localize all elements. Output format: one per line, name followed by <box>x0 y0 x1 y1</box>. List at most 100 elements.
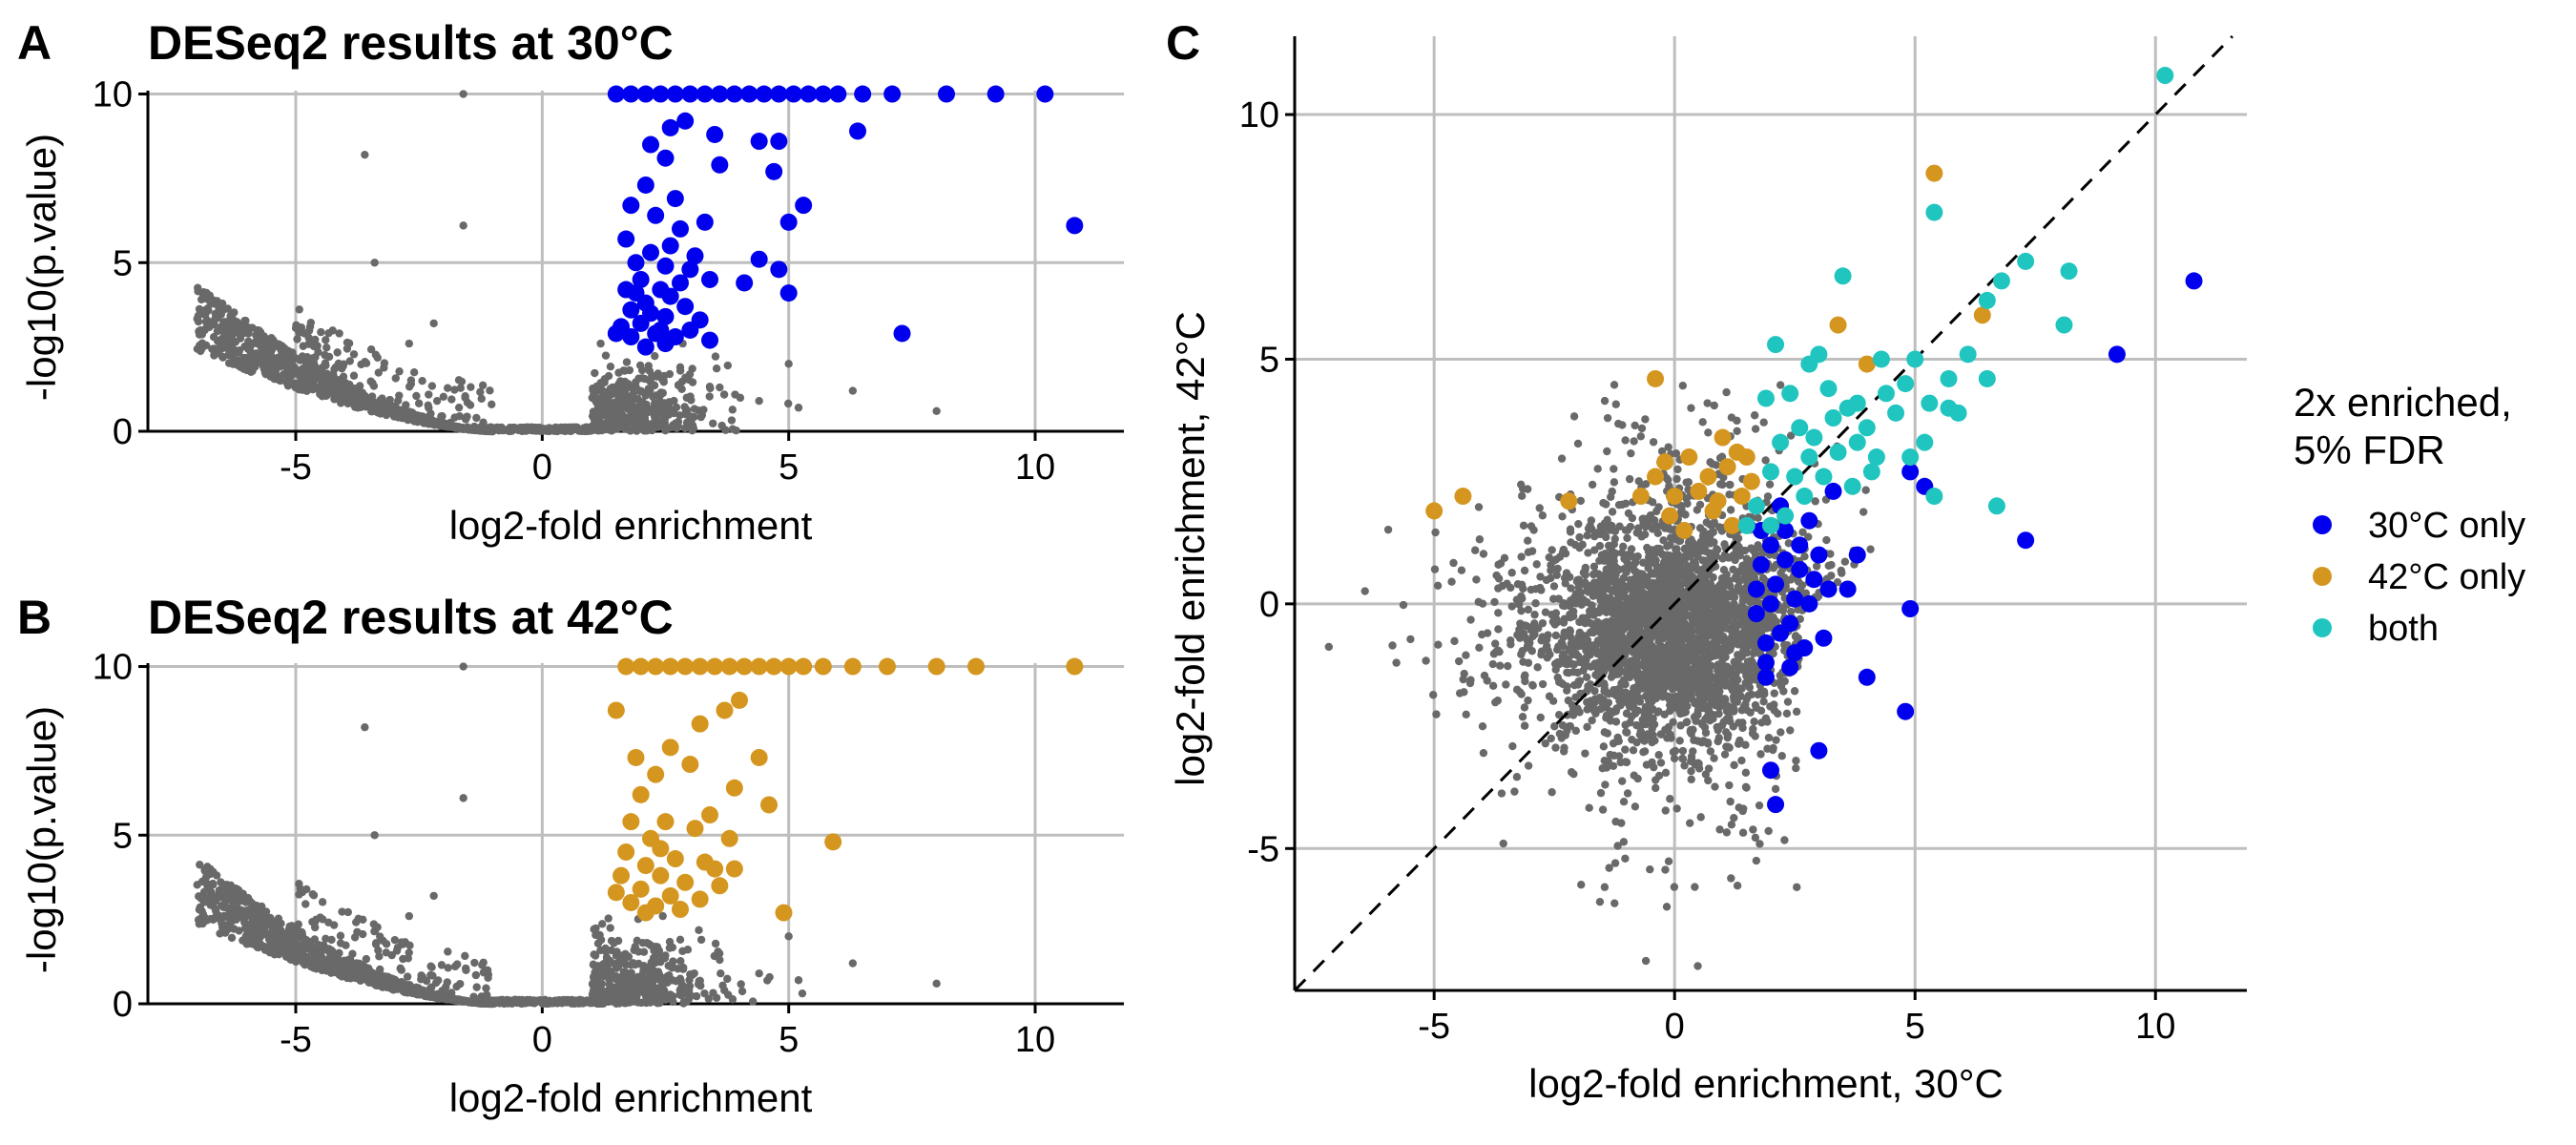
gene-point <box>540 995 550 1005</box>
gene-point <box>497 425 506 434</box>
enriched-gene-point-b-14 <box>843 657 862 676</box>
gene-point <box>680 424 690 432</box>
gene-point <box>1538 511 1548 520</box>
enriched-gene-point-a-16 <box>854 85 872 103</box>
gene-point <box>717 421 726 430</box>
gene-point <box>680 403 689 411</box>
gene-point <box>1720 540 1729 549</box>
y-tick-label-a-0: 0 <box>113 412 133 452</box>
gene-point <box>231 884 239 893</box>
gene-point <box>723 974 732 984</box>
gene-point <box>1610 381 1619 389</box>
enriched-gene-point-b-20 <box>716 701 734 719</box>
gene-point <box>410 986 420 994</box>
gene-point <box>348 949 357 958</box>
gene-point <box>235 345 244 355</box>
enriched-gene-point-b-55 <box>613 866 630 885</box>
enriched-gene-point-b-23 <box>661 739 679 757</box>
enriched-gene-point-a-69 <box>681 321 699 339</box>
gene-point <box>354 914 363 924</box>
enriched-gene-point-a-14 <box>814 85 832 103</box>
enriched-gene-point-b-12 <box>795 657 813 676</box>
gene-point <box>1551 743 1560 752</box>
gene-point <box>675 363 685 372</box>
gene-point <box>590 950 598 959</box>
gene-point <box>675 975 684 985</box>
enriched-gene-point-a-71 <box>642 304 659 323</box>
gene-point <box>1610 465 1618 473</box>
gene-point <box>688 364 696 373</box>
gene-point <box>456 979 465 989</box>
gene-point <box>432 396 442 406</box>
gene-point <box>405 339 414 348</box>
gene-point <box>1661 806 1670 815</box>
enriched-gene-point-b-34 <box>686 820 704 838</box>
enriched-gene-point-a-1 <box>622 85 640 103</box>
gene-point <box>486 427 494 435</box>
gene-point <box>1585 803 1593 812</box>
gene-point <box>1800 552 1809 561</box>
gene-point <box>395 391 404 400</box>
gene-point <box>1792 757 1800 765</box>
gene-point <box>591 368 599 378</box>
gene-point <box>333 952 342 962</box>
enriched-gene-point-a-6 <box>696 85 714 103</box>
enriched-gene-point-b-50 <box>622 893 640 911</box>
enriched-gene-point-b-15 <box>879 657 896 676</box>
gene-point <box>459 662 467 671</box>
enriched-gene-point-a-45 <box>656 257 675 275</box>
gene-point <box>655 420 664 428</box>
gene-point <box>292 384 301 392</box>
gene-point <box>1574 519 1583 529</box>
gene-point <box>1639 747 1648 757</box>
gene-point <box>798 989 807 998</box>
gene-point <box>1675 737 1684 745</box>
gene-point <box>1676 721 1685 730</box>
enriched-gene-point-a-21 <box>676 112 695 130</box>
gene-point <box>269 336 278 344</box>
gene-point <box>1750 718 1758 726</box>
x-tick-label-b-3: 10 <box>1015 1020 1055 1060</box>
enriched-gene-point-a-2 <box>636 85 654 103</box>
gene-point <box>1581 749 1589 758</box>
gene-point <box>311 335 320 344</box>
enriched-gene-point-a-54 <box>779 284 798 302</box>
enriched-gene-point-b-6 <box>706 657 724 676</box>
y-tick-label-b-0: 0 <box>113 985 133 1025</box>
gene-point <box>712 364 721 373</box>
gene-point <box>403 972 412 981</box>
gene-point <box>351 961 360 970</box>
enriched-gene-point-a-30 <box>765 162 783 180</box>
enriched-gene-point-a-28 <box>656 149 675 167</box>
gene-point <box>340 956 349 966</box>
x-tick-label-a-1: 0 <box>532 448 552 488</box>
gene-point <box>202 864 212 874</box>
panel-title-a: DESeq2 results at 30°C <box>148 16 674 70</box>
enriched-gene-point-a-7 <box>711 85 729 103</box>
gene-point <box>1524 605 1532 614</box>
gene-point <box>1494 609 1503 617</box>
gene-point <box>429 319 438 328</box>
gene-point <box>652 957 661 966</box>
gene-point <box>1623 695 1631 703</box>
gene-point <box>565 997 573 1006</box>
gene-point <box>668 943 677 952</box>
enriched-gene-point-b-7 <box>720 657 738 676</box>
gene-point <box>763 976 772 985</box>
gene-point <box>328 326 337 335</box>
gene-point <box>321 944 330 952</box>
gene-point <box>381 972 390 981</box>
gene-point <box>1715 825 1724 834</box>
gene-point <box>444 421 452 429</box>
gene-point <box>277 351 286 360</box>
gene-point <box>278 342 286 350</box>
gene-point <box>193 314 201 323</box>
panel-letter-a: A <box>17 16 52 70</box>
gene-point <box>376 982 384 990</box>
enriched-gene-point-a-13 <box>800 85 818 103</box>
enriched-gene-point-a-31 <box>636 176 654 194</box>
gene-point <box>1621 854 1630 863</box>
gene-point <box>472 413 481 423</box>
gene-point <box>1600 396 1610 406</box>
gene-point <box>1517 606 1526 615</box>
